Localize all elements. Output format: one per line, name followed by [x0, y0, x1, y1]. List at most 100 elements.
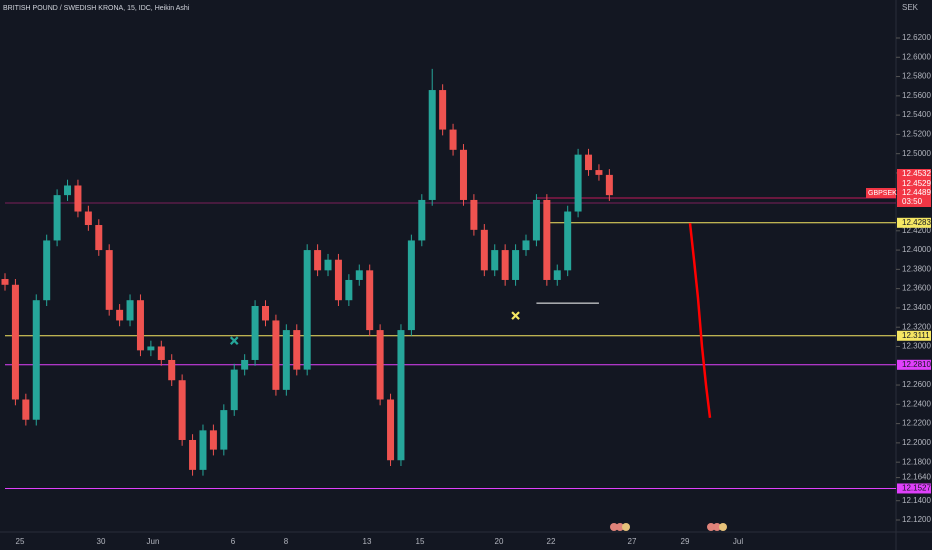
y-tick-label: 12.2600 — [902, 380, 931, 389]
level-tag — [897, 217, 931, 228]
x-tick-label: 29 — [681, 537, 690, 546]
candle-body — [314, 250, 322, 271]
symbol-tag — [866, 188, 896, 198]
candle-body — [168, 359, 176, 381]
candle-body — [64, 185, 72, 196]
candle-body — [543, 199, 551, 280]
y-tick-label: 12.3000 — [902, 342, 931, 351]
candle-body — [230, 369, 238, 411]
candle-body — [178, 380, 186, 440]
y-tick-label: 12.6200 — [902, 33, 931, 42]
y-tick-label: 12.1400 — [902, 496, 931, 505]
candle-body — [74, 185, 82, 212]
countdown-tag — [897, 197, 931, 207]
level-label: 12.1527 — [902, 484, 931, 493]
y-tick-label: 12.3600 — [902, 284, 931, 293]
candle-body — [53, 195, 61, 241]
candle-body — [293, 330, 301, 370]
candle-body — [282, 330, 290, 390]
event-icon[interactable] — [719, 523, 727, 531]
y-tick-label: 12.1200 — [902, 515, 931, 524]
candle-body — [595, 170, 603, 175]
cross-marker — [511, 311, 520, 320]
candle-body — [105, 250, 113, 310]
candle-body — [303, 250, 311, 370]
event-icon[interactable] — [616, 523, 624, 531]
candle-body — [324, 259, 332, 271]
candle-body — [84, 211, 92, 226]
event-icon[interactable] — [707, 523, 715, 531]
candle-body — [553, 270, 561, 280]
candle-body — [501, 250, 509, 280]
y-tick-label: 12.5600 — [902, 91, 931, 100]
currency: SEK — [902, 3, 919, 12]
y-tick-label: 12.5200 — [902, 130, 931, 139]
candle-body — [459, 149, 467, 200]
level-tag — [897, 330, 931, 341]
candle-body — [407, 240, 415, 331]
event-icons[interactable] — [610, 523, 727, 531]
candle-body — [189, 439, 197, 470]
x-tick-label: Jun — [147, 537, 160, 546]
level-label: 12.4283 — [902, 218, 931, 227]
x-tick-label: 15 — [416, 537, 425, 546]
candle-body — [209, 430, 217, 450]
candle-body — [376, 330, 384, 400]
x-tick-label: Jul — [733, 537, 743, 546]
y-tick-label: 12.4000 — [902, 245, 931, 254]
symbol-label: GBPSEK — [868, 190, 897, 197]
y-tick-label: 12.3200 — [902, 322, 931, 331]
candle-body — [220, 410, 228, 450]
candle-body — [43, 240, 51, 301]
level-tag — [897, 483, 931, 494]
candle-body — [470, 199, 478, 230]
candle-body — [241, 359, 249, 370]
y-tick-label: 12.6000 — [902, 52, 931, 61]
x-tick-label: 8 — [284, 537, 289, 546]
chart-title: BRITISH POUND / SWEDISH KRONA, 15, IDC, … — [3, 5, 190, 12]
candle-body — [585, 154, 593, 171]
candle-body — [334, 259, 342, 301]
y-tick-label: 12.5800 — [902, 72, 931, 81]
candle-body — [532, 199, 540, 241]
level-label: 12.3111 — [902, 331, 930, 340]
candle-body — [126, 300, 134, 321]
candle-body — [22, 399, 30, 420]
x-tick-label: 22 — [547, 537, 556, 546]
candle-body — [251, 305, 259, 360]
y-tick-label: 12.1800 — [902, 457, 931, 466]
candle-body — [262, 305, 269, 321]
y-tick-label: 12.5000 — [902, 149, 931, 158]
price-tag — [897, 179, 931, 189]
event-icon[interactable] — [622, 523, 630, 531]
candle-body — [418, 199, 426, 241]
candle-body — [136, 300, 144, 351]
y-tick-label: 12.5400 — [902, 110, 931, 119]
cross-marker — [229, 336, 239, 345]
price-tag — [897, 188, 931, 198]
candle-body — [439, 90, 447, 130]
candle-body — [564, 211, 572, 271]
projection-path — [688, 222, 712, 418]
y-tick-label: 12.2200 — [902, 419, 931, 428]
countdown-label: 03:50 — [902, 197, 923, 206]
x-tick-label: 25 — [16, 537, 25, 546]
candle-body — [480, 229, 488, 271]
x-tick-label: 6 — [231, 537, 236, 546]
y-tick-label: 12.1640 — [902, 473, 931, 482]
candle-body — [1, 279, 9, 285]
candle-body — [512, 250, 520, 280]
price-tag-label: 12.4529 — [902, 179, 931, 188]
candle-body — [345, 279, 353, 301]
candle-body — [366, 270, 374, 331]
candle-body — [147, 346, 155, 351]
x-tick-label: 13 — [363, 537, 372, 546]
event-icon[interactable] — [610, 523, 618, 531]
price-tag-label: 12.4489 — [902, 188, 931, 197]
x-tick-label: 30 — [97, 537, 106, 546]
event-icon[interactable] — [713, 523, 721, 531]
x-tick-label: 20 — [495, 537, 504, 546]
price-tag — [897, 169, 931, 179]
